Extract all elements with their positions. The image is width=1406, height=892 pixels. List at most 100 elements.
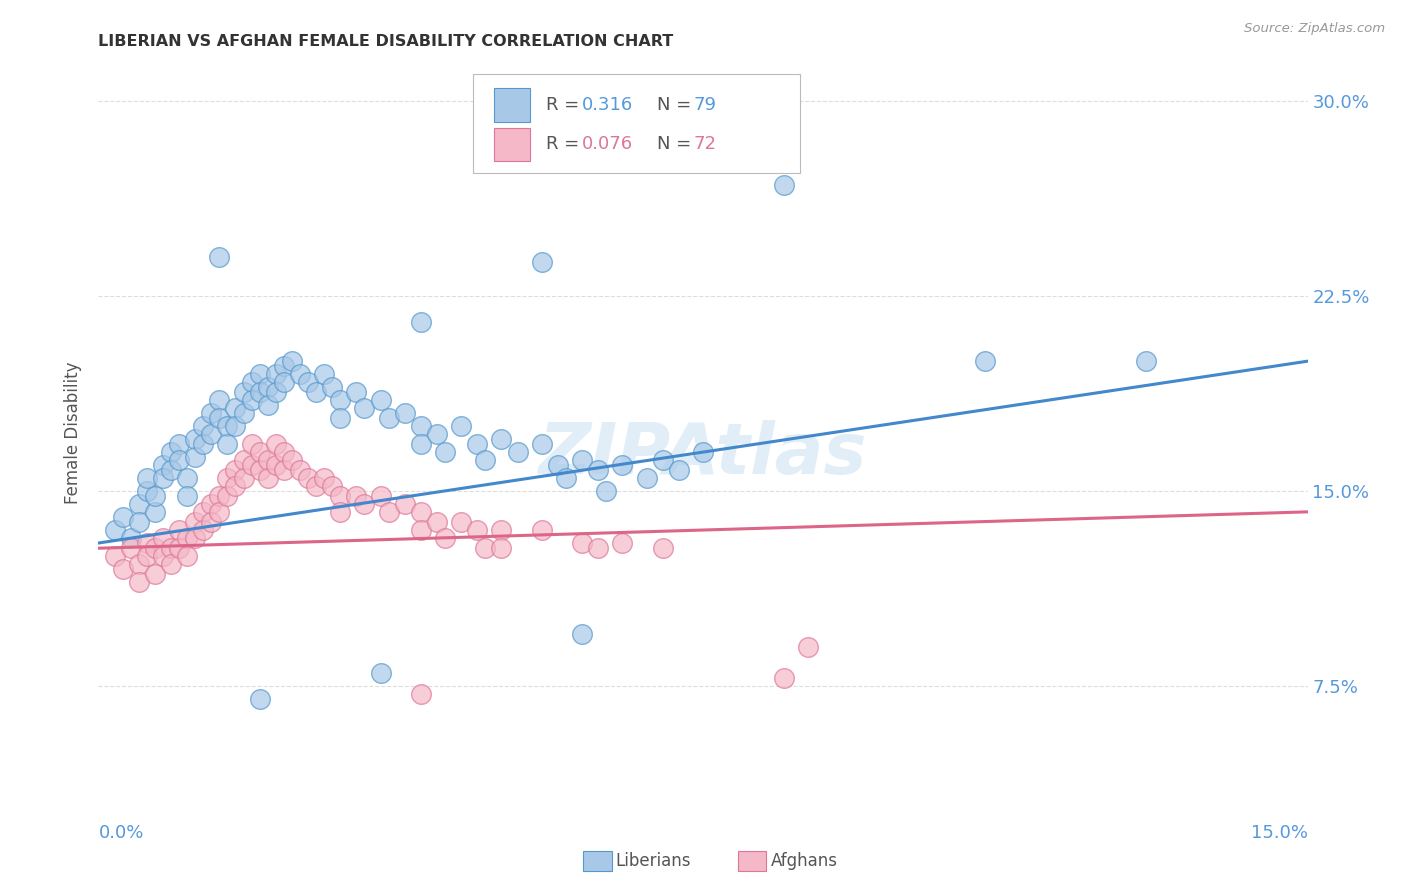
Point xyxy=(409,437,432,451)
Point xyxy=(772,671,794,685)
Point xyxy=(167,453,190,467)
Point xyxy=(135,471,157,485)
Point xyxy=(651,541,673,556)
Point xyxy=(217,471,239,485)
Point xyxy=(184,515,207,529)
Point xyxy=(586,463,609,477)
Point xyxy=(249,385,271,400)
Point xyxy=(200,406,222,420)
Point xyxy=(232,406,254,420)
Point xyxy=(103,523,125,537)
Point xyxy=(160,557,183,571)
Point xyxy=(668,463,690,477)
Point xyxy=(409,419,432,434)
Text: 0.0%: 0.0% xyxy=(98,823,143,841)
Point xyxy=(167,541,190,556)
Point xyxy=(465,437,488,451)
Point xyxy=(176,531,198,545)
Point xyxy=(273,375,295,389)
Point xyxy=(152,458,174,472)
Point xyxy=(120,531,142,545)
Point xyxy=(288,463,311,477)
Point xyxy=(297,471,319,485)
Point xyxy=(434,445,457,459)
Point xyxy=(1135,354,1157,368)
Point xyxy=(329,411,352,425)
Bar xyxy=(494,128,530,161)
Point xyxy=(530,523,553,537)
Text: Source: ZipAtlas.com: Source: ZipAtlas.com xyxy=(1244,22,1385,36)
Y-axis label: Female Disability: Female Disability xyxy=(65,361,83,504)
Point xyxy=(224,479,246,493)
Point xyxy=(273,463,295,477)
Point xyxy=(329,505,352,519)
Point xyxy=(224,401,246,415)
Point xyxy=(217,419,239,434)
Point xyxy=(571,536,593,550)
Point xyxy=(193,523,215,537)
Point xyxy=(184,432,207,446)
Point xyxy=(450,419,472,434)
Point xyxy=(273,359,295,374)
Point xyxy=(256,453,278,467)
Point xyxy=(426,426,449,441)
Point xyxy=(491,523,513,537)
Point xyxy=(595,484,617,499)
Point xyxy=(167,437,190,451)
Point xyxy=(329,489,352,503)
Point xyxy=(377,505,399,519)
Text: N =: N = xyxy=(657,96,697,114)
Point xyxy=(208,411,231,425)
Point xyxy=(217,489,239,503)
Point xyxy=(571,627,593,641)
Point xyxy=(143,541,166,556)
Point xyxy=(692,445,714,459)
Point xyxy=(160,463,183,477)
Point xyxy=(474,453,496,467)
Point xyxy=(450,515,472,529)
Point xyxy=(281,354,304,368)
Point xyxy=(128,515,150,529)
Point xyxy=(103,549,125,563)
Text: LIBERIAN VS AFGHAN FEMALE DISABILITY CORRELATION CHART: LIBERIAN VS AFGHAN FEMALE DISABILITY COR… xyxy=(98,34,673,49)
Point xyxy=(200,497,222,511)
Point xyxy=(111,510,134,524)
Point xyxy=(329,393,352,408)
Point xyxy=(152,549,174,563)
Point xyxy=(636,471,658,485)
Point xyxy=(571,453,593,467)
Point xyxy=(200,426,222,441)
Point xyxy=(370,665,392,680)
Point xyxy=(555,471,578,485)
Point xyxy=(370,393,392,408)
Point xyxy=(256,471,278,485)
Point xyxy=(314,471,336,485)
Point xyxy=(264,367,287,381)
Point xyxy=(160,541,183,556)
Point xyxy=(264,385,287,400)
Point xyxy=(612,458,634,472)
Point xyxy=(273,445,295,459)
Point xyxy=(176,471,198,485)
Point xyxy=(249,692,271,706)
Point xyxy=(256,398,278,412)
Point xyxy=(612,536,634,550)
Point xyxy=(240,393,263,408)
Point xyxy=(409,687,432,701)
Point xyxy=(224,463,246,477)
Point xyxy=(217,437,239,451)
Point xyxy=(530,437,553,451)
Point xyxy=(193,419,215,434)
Point xyxy=(409,315,432,329)
Point xyxy=(288,367,311,381)
Point xyxy=(152,471,174,485)
Text: N =: N = xyxy=(657,136,697,153)
Point xyxy=(240,437,263,451)
Point xyxy=(772,178,794,192)
Text: Afghans: Afghans xyxy=(770,852,838,870)
Point xyxy=(152,531,174,545)
Point xyxy=(586,541,609,556)
Point xyxy=(394,406,416,420)
Point xyxy=(176,489,198,503)
Point xyxy=(240,375,263,389)
